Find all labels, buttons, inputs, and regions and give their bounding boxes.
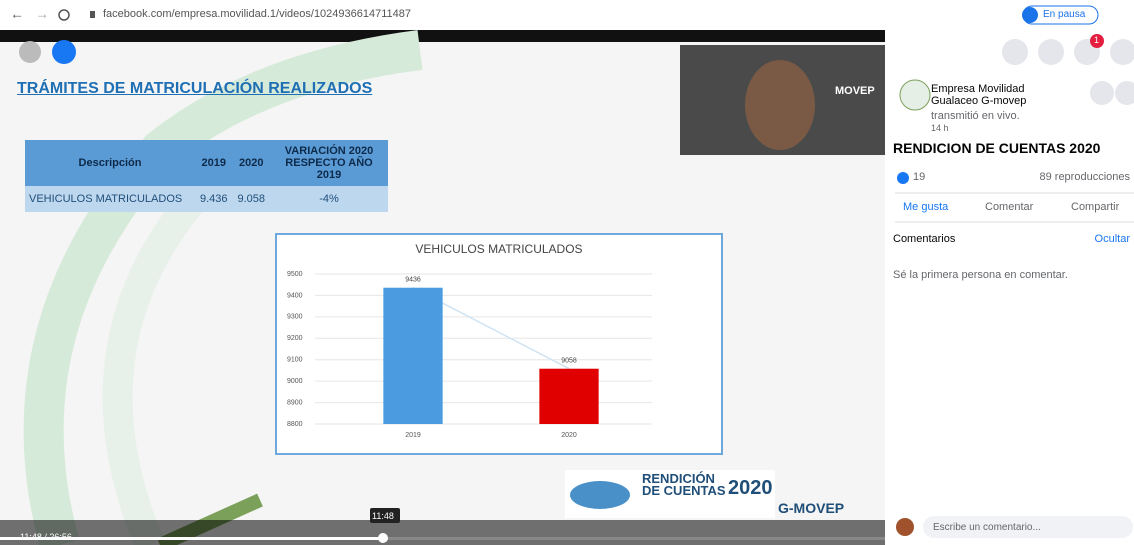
share-button[interactable]: Compartir <box>1071 201 1119 213</box>
y-tick-label: 9500 <box>287 271 303 278</box>
y-tick-label: 8800 <box>287 421 303 428</box>
empty-comments: Sé la primera persona en comentar. <box>893 269 1068 281</box>
reaction-count[interactable]: 19 <box>913 171 925 183</box>
scrubber[interactable] <box>378 533 388 543</box>
logo-year: 2020 <box>728 477 773 500</box>
data-label: 9058 <box>561 358 577 365</box>
logo-brand: G-MOVEP <box>778 500 844 516</box>
reload-button[interactable] <box>59 10 69 20</box>
menu-button[interactable] <box>1002 39 1028 65</box>
comment-button[interactable]: Comentar <box>985 201 1033 213</box>
page: ← → facebook.com/empresa.movilidad.1/vid… <box>0 0 1134 545</box>
hide-comments[interactable]: Ocultar <box>1095 233 1130 245</box>
lock-icon <box>90 11 95 18</box>
table-cell: 9.436 <box>195 186 232 212</box>
forward-button[interactable]: → <box>35 6 49 22</box>
table-cell: 2019 <box>195 140 232 186</box>
bar <box>539 369 598 424</box>
table-cell: 2020 <box>233 140 271 186</box>
url[interactable]: facebook.com/empresa.movilidad.1/videos/… <box>103 8 411 20</box>
more-button[interactable] <box>1115 81 1134 105</box>
video-time: 11:48 / 26:56 <box>20 532 72 542</box>
notification-badge: 1 <box>1094 35 1104 45</box>
x-tick-label: 2019 <box>405 432 421 439</box>
sidebar-icons <box>885 30 1134 545</box>
bar <box>383 288 442 424</box>
time-tooltip: 11:48 <box>372 511 394 521</box>
table-cell: VEHICULOS MATRICULADOS <box>25 186 195 212</box>
webcam-logo: MOVEP <box>835 85 875 97</box>
y-tick-label: 9000 <box>287 378 303 385</box>
sidebar: 1 Empresa Movilidad Gualaceo G-movep tra… <box>885 30 1134 545</box>
post-action: transmitió en vivo. <box>931 110 1020 122</box>
view-count: 89 reproducciones <box>1039 171 1130 183</box>
comments-label: Comentarios <box>893 233 955 245</box>
messenger-button[interactable] <box>1038 39 1064 65</box>
video-player[interactable]: TRÁMITES DE MATRICULACIÓN REALIZADOS Des… <box>0 30 885 545</box>
bell-button[interactable] <box>1090 81 1114 105</box>
page-name[interactable]: Empresa Movilidad Gualaceo G-movep <box>931 83 1041 107</box>
y-tick-label: 9300 <box>287 314 303 321</box>
y-tick-label: 8900 <box>287 399 303 406</box>
chart-title: VEHICULOS MATRICULADOS <box>415 242 582 256</box>
back-button[interactable]: ← <box>10 6 24 22</box>
pause-status: En pausa <box>1043 9 1085 20</box>
post-time: 14 h <box>931 123 949 133</box>
browser-bar: ← → facebook.com/empresa.movilidad.1/vid… <box>0 0 1134 31</box>
account-button[interactable] <box>1110 39 1134 65</box>
y-tick-label: 9100 <box>287 357 303 364</box>
table-cell: 9.058 <box>233 186 271 212</box>
comment-placeholder: Escribe un comentario... <box>933 522 1041 533</box>
y-tick-label: 9200 <box>287 335 303 342</box>
table-cell: VARIACIÓN 2020 RESPECTO AÑO 2019 <box>270 140 388 186</box>
x-tick-label: 2020 <box>561 432 577 439</box>
y-tick-label: 9400 <box>287 292 303 299</box>
like-button[interactable]: Me gusta <box>903 201 948 213</box>
chart: VEHICULOS MATRICULADOS 8800 8900 9000 9100 9… <box>275 233 723 455</box>
data-label: 9436 <box>405 277 421 284</box>
slide-title: TRÁMITES DE MATRICULACIÓN REALIZADOS <box>17 80 372 98</box>
table-cell: -4% <box>270 186 388 212</box>
logo-subtitle: DE CUENTAS <box>642 483 726 498</box>
post-title: RENDICION DE CUENTAS 2020 <box>893 140 1100 156</box>
table-cell: Descripción <box>25 140 195 186</box>
